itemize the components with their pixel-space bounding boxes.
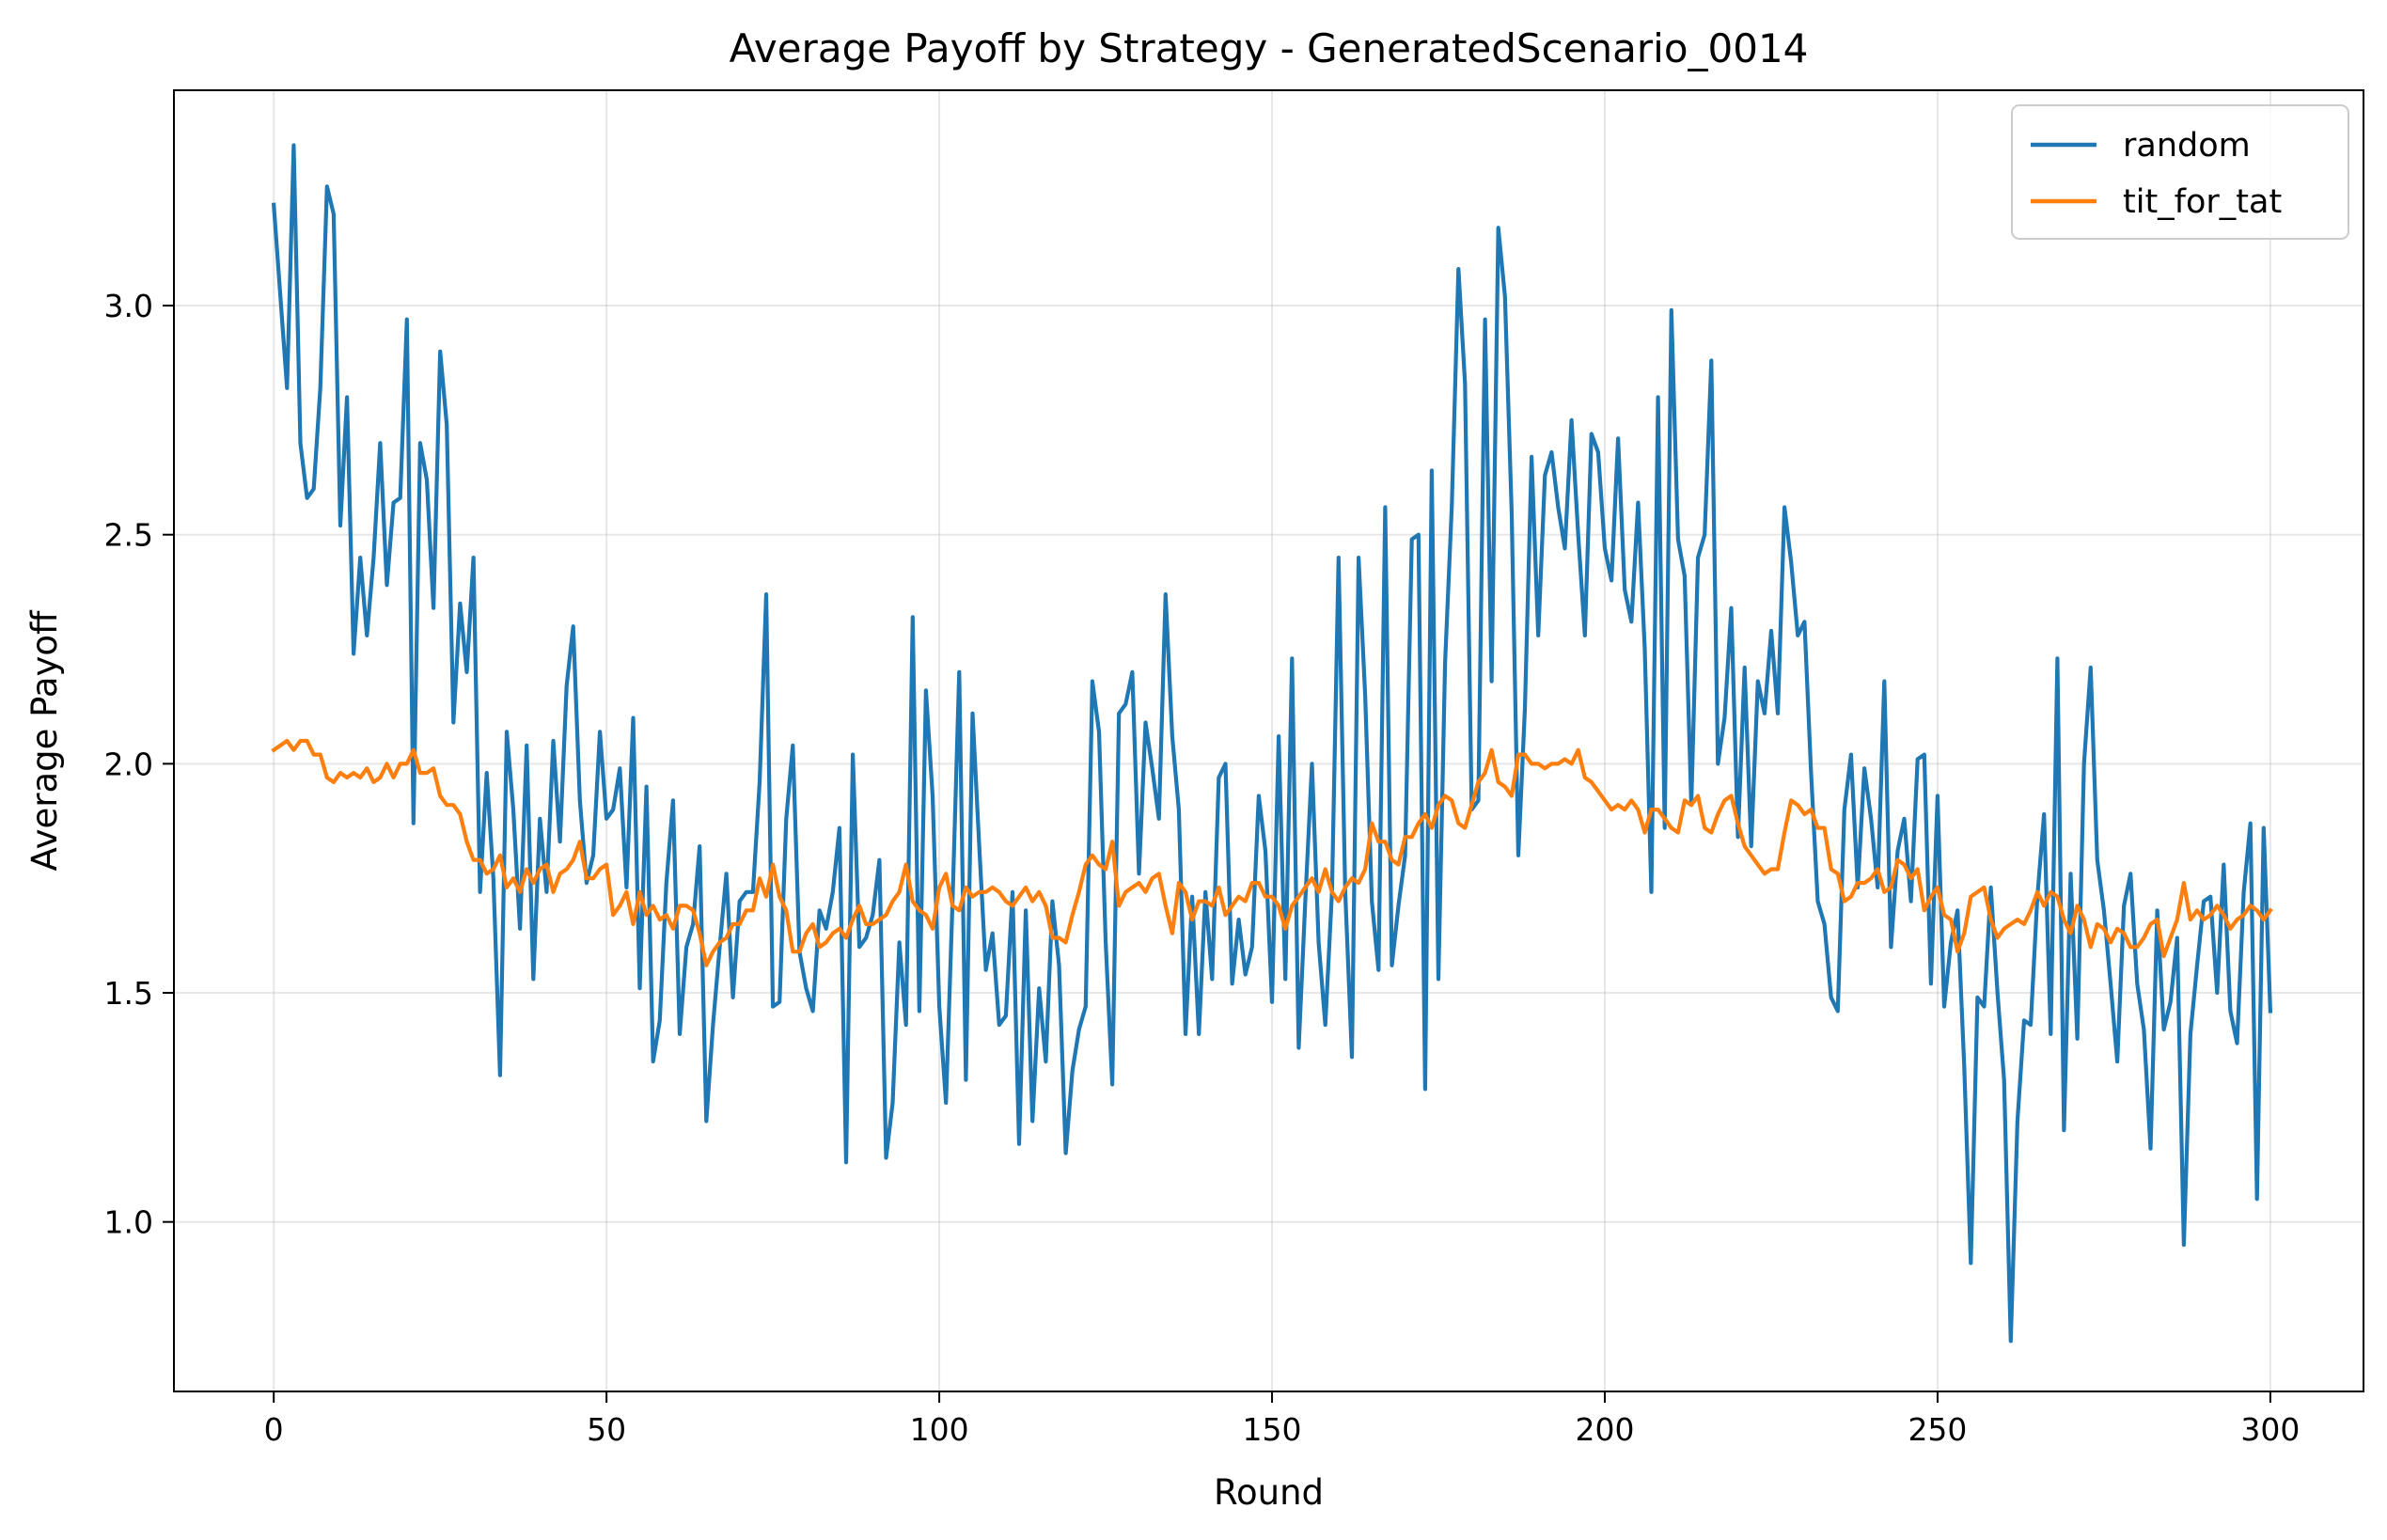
x-tick-label: 200 bbox=[1575, 1411, 1634, 1448]
chart-title: Average Payoff by Strategy - GeneratedSc… bbox=[730, 25, 1809, 71]
legend: random tit_for_tat bbox=[2011, 104, 2349, 240]
axis-ticks: 0 50 100 150 200 250 300 1.0 1.5 2.0 2.5 3.0 bbox=[104, 288, 2301, 1448]
y-tick-label: 1.0 bbox=[104, 1204, 153, 1241]
legend-frame bbox=[2011, 104, 2349, 240]
series-layer bbox=[271, 143, 2273, 1344]
x-axis-label: Round bbox=[1214, 1472, 1324, 1513]
y-tick-label: 3.0 bbox=[104, 288, 153, 324]
y-axis-label: Average Payoff bbox=[24, 609, 65, 872]
x-tick-label: 150 bbox=[1243, 1411, 1302, 1448]
legend-label-tit-for-tat: tit_for_tat bbox=[2123, 183, 2282, 221]
x-tick-label: 300 bbox=[2240, 1411, 2300, 1448]
plot-frame bbox=[173, 89, 2364, 1392]
x-tick-label: 50 bbox=[587, 1411, 626, 1448]
y-tick-label: 2.5 bbox=[104, 517, 153, 554]
x-tick-label: 0 bbox=[264, 1411, 284, 1448]
x-tick-label: 100 bbox=[910, 1411, 969, 1448]
series-line-random bbox=[271, 143, 2273, 1344]
y-tick-label: 2.0 bbox=[104, 746, 153, 782]
x-tick-label: 250 bbox=[1908, 1411, 1967, 1448]
legend-label-random: random bbox=[2123, 127, 2251, 165]
grid bbox=[174, 90, 2363, 1391]
series-line-tit-for-tat bbox=[271, 738, 2273, 967]
y-tick-label: 1.5 bbox=[104, 975, 153, 1012]
